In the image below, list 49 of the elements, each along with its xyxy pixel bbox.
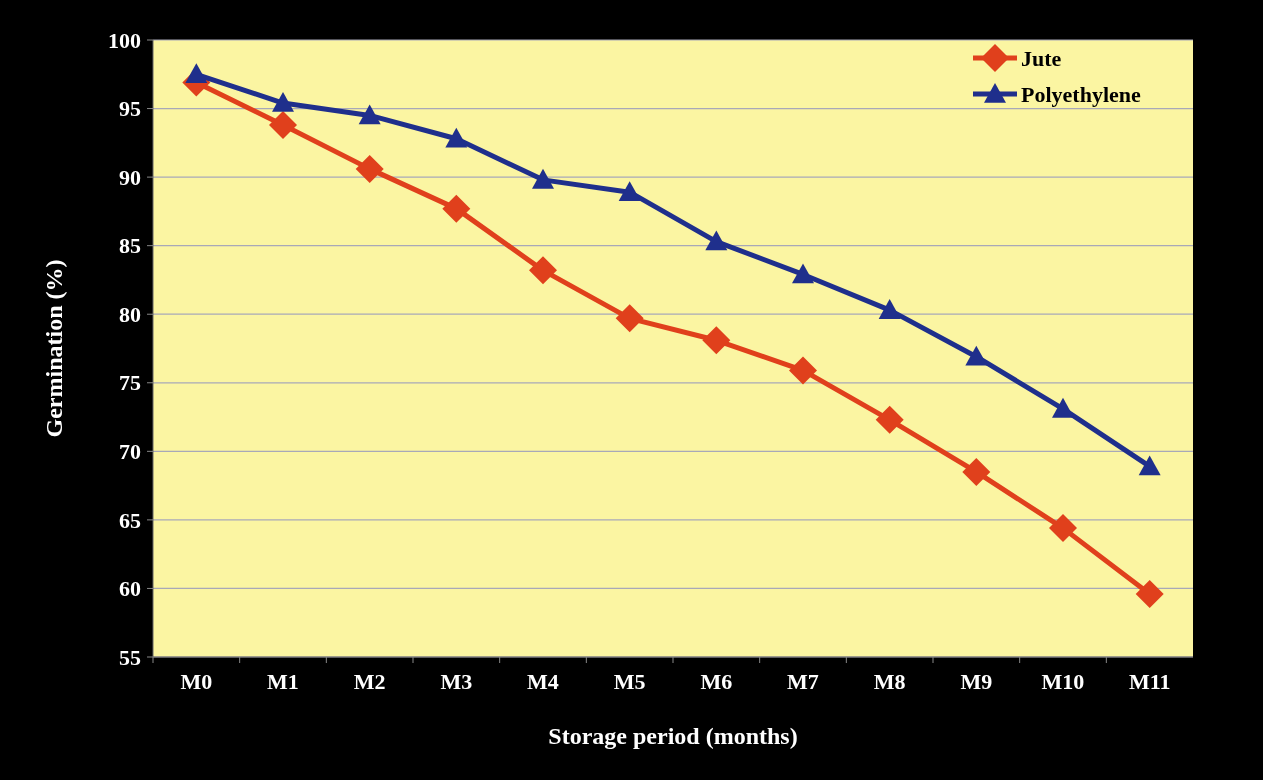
point	[532, 168, 554, 189]
y-tick-label: 90	[119, 164, 141, 190]
point	[1138, 455, 1161, 476]
point	[702, 326, 731, 355]
x-tick-label: M6	[700, 669, 733, 694]
y-tick-label: 85	[119, 233, 141, 259]
point	[705, 230, 728, 251]
x-tick-label: M7	[787, 669, 819, 694]
y-tick-label: 70	[119, 439, 141, 465]
x-tick-label: M0	[180, 669, 213, 694]
x-tick-label: M3	[440, 669, 473, 694]
x-tick-label: M4	[527, 669, 559, 694]
legend-label: Jute	[1021, 45, 1062, 71]
y-tick-label: 65	[119, 507, 141, 533]
point	[1052, 397, 1074, 418]
y-tick-label: 95	[119, 96, 141, 122]
legend-label: Polyethylene	[1021, 81, 1141, 107]
x-tick-label: M5	[613, 669, 646, 694]
point	[789, 356, 817, 385]
x-tick-label: M2	[353, 669, 386, 694]
y-axis-title: Germination (%)	[41, 259, 67, 438]
point	[1049, 514, 1077, 543]
point	[272, 92, 294, 112]
point	[875, 405, 904, 434]
point	[445, 127, 468, 148]
point	[1135, 579, 1164, 608]
x-axis-title: Storage period (months)	[548, 723, 798, 749]
point	[529, 256, 557, 285]
y-tick-label: 55	[119, 644, 141, 670]
x-tick-label: M9	[960, 669, 993, 694]
point	[792, 263, 814, 284]
x-tick-label: M10	[1041, 669, 1085, 694]
point	[618, 181, 641, 201]
x-tick-label: M1	[267, 669, 299, 694]
point	[355, 154, 384, 183]
y-tick-label: 100	[108, 27, 141, 53]
y-tick-label: 80	[119, 301, 141, 327]
y-tick-label: 75	[119, 370, 141, 396]
point	[442, 194, 471, 223]
point	[878, 299, 901, 319]
point	[358, 104, 381, 125]
point	[185, 63, 208, 84]
point	[615, 304, 644, 333]
x-tick-label: M8	[873, 669, 906, 694]
x-tick-label: M11	[1128, 669, 1171, 694]
y-tick-label: 60	[119, 576, 141, 602]
point	[965, 345, 988, 366]
point	[269, 111, 297, 140]
point	[962, 457, 991, 486]
